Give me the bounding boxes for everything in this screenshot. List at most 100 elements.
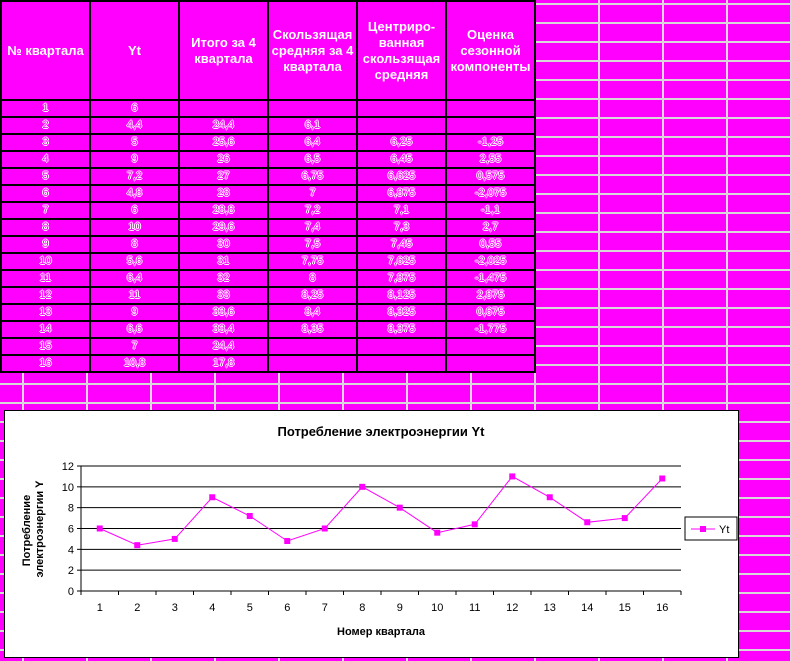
cell-centered-average[interactable] bbox=[356, 337, 447, 356]
cell-moving-average[interactable]: 8 bbox=[267, 269, 358, 288]
cell-total-4[interactable]: 33,6 bbox=[178, 303, 269, 322]
cell-quarter[interactable]: 12 bbox=[0, 286, 91, 305]
header-cell-yt[interactable]: Yt bbox=[89, 0, 180, 101]
cell-moving-average[interactable]: 7,2 bbox=[267, 201, 358, 220]
cell-total-4[interactable]: 27 bbox=[178, 167, 269, 186]
legend[interactable]: Yt bbox=[684, 516, 738, 541]
cell-moving-average[interactable]: 7,5 bbox=[267, 235, 358, 254]
cell-moving-average[interactable] bbox=[267, 354, 358, 373]
cell-centered-average[interactable]: 8,325 bbox=[356, 303, 447, 322]
cell-moving-average[interactable]: 8,4 bbox=[267, 303, 358, 322]
cell-centered-average[interactable] bbox=[356, 354, 447, 373]
cell-yt[interactable]: 8 bbox=[89, 235, 180, 254]
cell-quarter[interactable]: 4 bbox=[0, 150, 91, 169]
cell-seasonal[interactable]: -2,075 bbox=[445, 184, 536, 203]
cell-centered-average[interactable]: 8,125 bbox=[356, 286, 447, 305]
cell-seasonal[interactable]: -2,025 bbox=[445, 252, 536, 271]
cell-seasonal[interactable]: 2,55 bbox=[445, 150, 536, 169]
header-cell-total-4[interactable]: Итого за 4 квартала bbox=[178, 0, 269, 101]
cell-quarter[interactable]: 11 bbox=[0, 269, 91, 288]
cell-total-4[interactable]: 25,6 bbox=[178, 133, 269, 152]
cell-seasonal[interactable] bbox=[445, 354, 536, 373]
cell-yt[interactable]: 6 bbox=[89, 201, 180, 220]
cell-seasonal[interactable]: -1,1 bbox=[445, 201, 536, 220]
cell-seasonal[interactable]: 0,675 bbox=[445, 303, 536, 322]
cell-moving-average[interactable]: 8,25 bbox=[267, 286, 358, 305]
cell-seasonal[interactable]: 0,55 bbox=[445, 235, 536, 254]
cell-centered-average[interactable]: 7,875 bbox=[356, 269, 447, 288]
cell-yt[interactable]: 7,2 bbox=[89, 167, 180, 186]
cell-quarter[interactable]: 13 bbox=[0, 303, 91, 322]
header-cell-moving-average[interactable]: Скольз­ящая средняя за 4 квартала bbox=[267, 0, 358, 101]
cell-quarter[interactable]: 1 bbox=[0, 99, 91, 118]
cell-total-4[interactable]: 17,8 bbox=[178, 354, 269, 373]
cell-centered-average[interactable]: 6,25 bbox=[356, 133, 447, 152]
cell-total-4[interactable]: 26 bbox=[178, 150, 269, 169]
cell-centered-average[interactable]: 8,375 bbox=[356, 320, 447, 339]
cell-seasonal[interactable]: -1,775 bbox=[445, 320, 536, 339]
cell-yt[interactable]: 5 bbox=[89, 133, 180, 152]
cell-yt[interactable]: 9 bbox=[89, 303, 180, 322]
cell-quarter[interactable]: 3 bbox=[0, 133, 91, 152]
cell-yt[interactable]: 4,4 bbox=[89, 116, 180, 135]
chart-area[interactable]: Потребление электроэнергии Yt 0 2 4 6 8 10 12 … bbox=[4, 410, 739, 658]
cell-total-4[interactable]: 32 bbox=[178, 269, 269, 288]
cell-yt[interactable]: 9 bbox=[89, 150, 180, 169]
cell-quarter[interactable]: 14 bbox=[0, 320, 91, 339]
cell-moving-average[interactable]: 7 bbox=[267, 184, 358, 203]
cell-total-4[interactable]: 30 bbox=[178, 235, 269, 254]
cell-moving-average[interactable]: 6,4 bbox=[267, 133, 358, 152]
cell-yt[interactable]: 6 bbox=[89, 99, 180, 118]
cell-moving-average[interactable]: 7,75 bbox=[267, 252, 358, 271]
cell-centered-average[interactable]: 6,45 bbox=[356, 150, 447, 169]
cell-centered-average[interactable]: 7,625 bbox=[356, 252, 447, 271]
cell-seasonal[interactable]: -1,475 bbox=[445, 269, 536, 288]
cell-total-4[interactable]: 24,4 bbox=[178, 337, 269, 356]
cell-total-4[interactable]: 31 bbox=[178, 252, 269, 271]
cell-seasonal[interactable]: 2,875 bbox=[445, 286, 536, 305]
cell-quarter[interactable]: 8 bbox=[0, 218, 91, 237]
cell-quarter[interactable]: 5 bbox=[0, 167, 91, 186]
cell-seasonal[interactable]: -1,25 bbox=[445, 133, 536, 152]
cell-yt[interactable]: 10 bbox=[89, 218, 180, 237]
cell-quarter[interactable]: 16 bbox=[0, 354, 91, 373]
cell-total-4[interactable]: 33,4 bbox=[178, 320, 269, 339]
cell-quarter[interactable]: 6 bbox=[0, 184, 91, 203]
cell-quarter[interactable]: 2 bbox=[0, 116, 91, 135]
cell-total-4[interactable]: 24,4 bbox=[178, 116, 269, 135]
cell-yt[interactable]: 6,6 bbox=[89, 320, 180, 339]
header-cell-seasonal[interactable]: Оценка сезонной компонен­ты bbox=[445, 0, 536, 101]
cell-centered-average[interactable]: 7,45 bbox=[356, 235, 447, 254]
cell-seasonal[interactable] bbox=[445, 116, 536, 135]
cell-centered-average[interactable]: 7,3 bbox=[356, 218, 447, 237]
cell-centered-average[interactable] bbox=[356, 116, 447, 135]
cell-yt[interactable]: 4,8 bbox=[89, 184, 180, 203]
cell-total-4[interactable] bbox=[178, 99, 269, 118]
cell-centered-average[interactable]: 7,1 bbox=[356, 201, 447, 220]
cell-yt[interactable]: 11 bbox=[89, 286, 180, 305]
cell-total-4[interactable]: 28 bbox=[178, 184, 269, 203]
cell-centered-average[interactable]: 6,625 bbox=[356, 167, 447, 186]
cell-yt[interactable]: 6,4 bbox=[89, 269, 180, 288]
cell-yt[interactable]: 5,6 bbox=[89, 252, 180, 271]
cell-moving-average[interactable]: 8,35 bbox=[267, 320, 358, 339]
cell-seasonal[interactable]: 0,575 bbox=[445, 167, 536, 186]
cell-seasonal[interactable]: 2,7 bbox=[445, 218, 536, 237]
cell-centered-average[interactable]: 6,875 bbox=[356, 184, 447, 203]
cell-moving-average[interactable] bbox=[267, 99, 358, 118]
cell-total-4[interactable]: 33 bbox=[178, 286, 269, 305]
header-cell-centered-average[interactable]: Центриро­ванная скольз­ящая средняя bbox=[356, 0, 447, 101]
cell-quarter[interactable]: 15 bbox=[0, 337, 91, 356]
cell-quarter[interactable]: 10 bbox=[0, 252, 91, 271]
cell-moving-average[interactable]: 7,4 bbox=[267, 218, 358, 237]
cell-seasonal[interactable] bbox=[445, 337, 536, 356]
header-cell-quarter[interactable]: № квартала bbox=[0, 0, 91, 101]
cell-yt[interactable]: 7 bbox=[89, 337, 180, 356]
cell-quarter[interactable]: 7 bbox=[0, 201, 91, 220]
cell-centered-average[interactable] bbox=[356, 99, 447, 118]
cell-moving-average[interactable]: 6,75 bbox=[267, 167, 358, 186]
cell-total-4[interactable]: 28,8 bbox=[178, 201, 269, 220]
cell-moving-average[interactable]: 6,5 bbox=[267, 150, 358, 169]
cell-quarter[interactable]: 9 bbox=[0, 235, 91, 254]
cell-moving-average[interactable] bbox=[267, 337, 358, 356]
